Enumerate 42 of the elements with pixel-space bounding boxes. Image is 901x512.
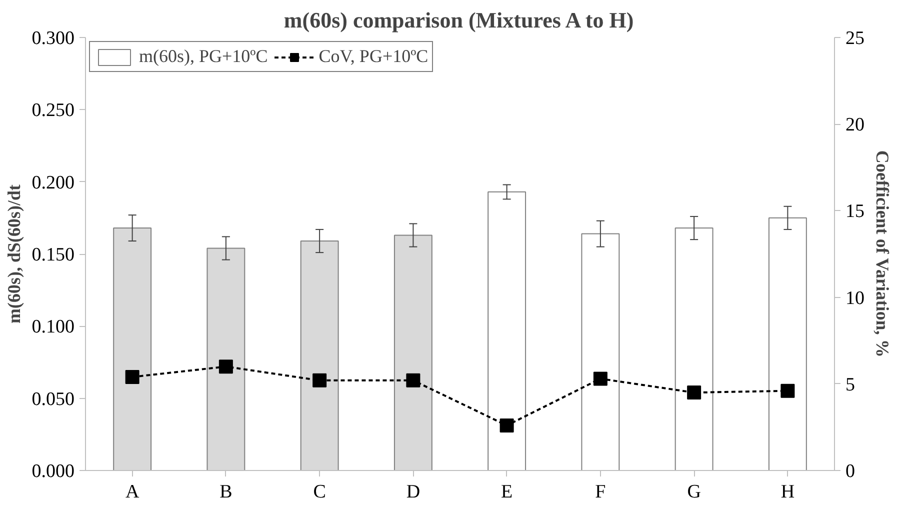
y-tick-label: 0.250 bbox=[32, 100, 74, 122]
chart-title: m(60s) comparison (Mixtures A to H) bbox=[284, 8, 634, 32]
point bbox=[125, 370, 140, 384]
bar bbox=[394, 234, 432, 470]
x-tick-label: B bbox=[220, 482, 232, 502]
y2-axis-title: Coefficient of Variation, % bbox=[872, 150, 892, 358]
y-tick-label: 0.050 bbox=[32, 388, 74, 410]
x-tick-label: E bbox=[501, 482, 513, 502]
y2-tick-label: 15 bbox=[846, 201, 864, 222]
point bbox=[593, 372, 608, 386]
y-tick-label: 0.300 bbox=[32, 28, 74, 49]
point bbox=[218, 360, 233, 374]
y-tick-label: 0.000 bbox=[32, 461, 74, 482]
point bbox=[406, 373, 420, 388]
point bbox=[780, 384, 795, 398]
y2-tick-label: 5 bbox=[846, 374, 855, 396]
y-axis-title: m(60s), dS(60s)/dt bbox=[4, 184, 24, 324]
y-tick-label: 0.200 bbox=[32, 172, 74, 194]
bar bbox=[300, 240, 339, 470]
bar bbox=[674, 228, 714, 470]
bar bbox=[206, 248, 246, 470]
y2-tick-label: 0 bbox=[846, 461, 855, 482]
legend-label: m(60s), PG+10ºC bbox=[139, 46, 268, 67]
x-tick-label: D bbox=[406, 482, 420, 502]
point bbox=[312, 373, 327, 388]
bar bbox=[768, 217, 807, 470]
bar bbox=[113, 228, 152, 470]
x-tick-label: C bbox=[313, 482, 326, 502]
y2-tick-label: 20 bbox=[846, 114, 864, 136]
bar bbox=[488, 191, 526, 470]
y-tick-label: 0.100 bbox=[32, 316, 74, 338]
x-tick-label: F bbox=[595, 482, 606, 502]
x-tick-label: A bbox=[125, 482, 140, 502]
y2-tick-label: 10 bbox=[846, 288, 864, 309]
y2-tick-label: 25 bbox=[846, 28, 864, 49]
legend-label: CoV, PG+10ºC bbox=[318, 46, 428, 67]
point bbox=[687, 386, 702, 400]
y-tick-label: 0.150 bbox=[32, 244, 74, 266]
point bbox=[500, 418, 514, 432]
x-tick-label: G bbox=[687, 482, 702, 502]
bar bbox=[581, 233, 620, 470]
x-tick-label: H bbox=[780, 482, 795, 502]
